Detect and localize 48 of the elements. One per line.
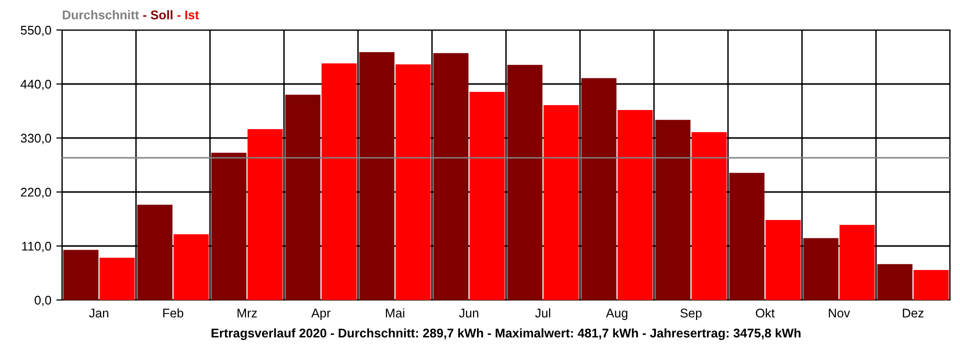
bar <box>211 152 246 300</box>
y-tick-label: 110,0 <box>22 242 52 252</box>
bar <box>100 258 135 300</box>
bar <box>285 94 320 300</box>
bar <box>137 204 172 300</box>
text: Ist <box>185 10 199 20</box>
bar <box>248 129 283 300</box>
x-tick-label: Nov <box>828 308 850 318</box>
bar <box>322 63 357 300</box>
bar <box>581 78 616 300</box>
x-tick-label: Sep <box>680 308 702 320</box>
x-tick-label: Jan <box>89 308 108 318</box>
bar <box>692 132 727 300</box>
bar <box>840 224 875 300</box>
bar <box>63 250 98 300</box>
bar <box>766 220 801 300</box>
x-tick-label: Okt <box>756 308 775 318</box>
bar <box>544 105 579 300</box>
bar <box>396 64 431 300</box>
bar <box>174 234 209 300</box>
y-tick-label: 550,0 <box>20 26 52 36</box>
bar <box>470 92 505 300</box>
x-axis-title: Ertragsverlauf 2020 - Durchschnitt: 289,7 kWh - Maximalwert: 481,7 kWh - Jahresertrag: 3475,8 kWh <box>212 328 800 340</box>
x-tick-label: Feb <box>163 308 184 318</box>
x-tick-label: Mai <box>386 308 404 318</box>
x-tick-label: Aug <box>606 308 628 320</box>
x-tick-label: Dez <box>902 308 924 318</box>
bar <box>655 120 690 300</box>
bar <box>433 53 468 300</box>
bar <box>507 64 542 300</box>
bar <box>359 52 394 300</box>
bar <box>914 270 949 300</box>
bar <box>618 110 653 300</box>
ref-line-label: Durchschnitt <box>62 10 139 20</box>
bar <box>877 264 912 300</box>
x-tick-label: Apr <box>311 308 331 320</box>
y-tick-label: 330,0 <box>20 134 52 144</box>
x-tick-label: Mrz <box>238 308 257 318</box>
text: - <box>143 15 146 17</box>
text: - <box>177 15 181 17</box>
x-tick-label: Jul <box>535 308 550 318</box>
text: Soll <box>150 10 172 20</box>
x-tick-label: Jun <box>459 308 478 318</box>
y-tick-label: 0,0 <box>34 296 52 306</box>
bar <box>729 172 764 300</box>
bar <box>803 238 838 300</box>
y-tick-label: 220,0 <box>20 188 52 198</box>
y-tick-label: 440,0 <box>20 80 52 90</box>
